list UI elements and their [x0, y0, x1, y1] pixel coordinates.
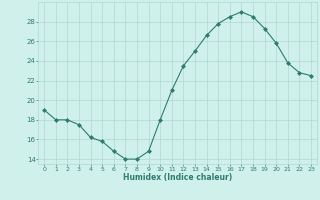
- X-axis label: Humidex (Indice chaleur): Humidex (Indice chaleur): [123, 173, 232, 182]
